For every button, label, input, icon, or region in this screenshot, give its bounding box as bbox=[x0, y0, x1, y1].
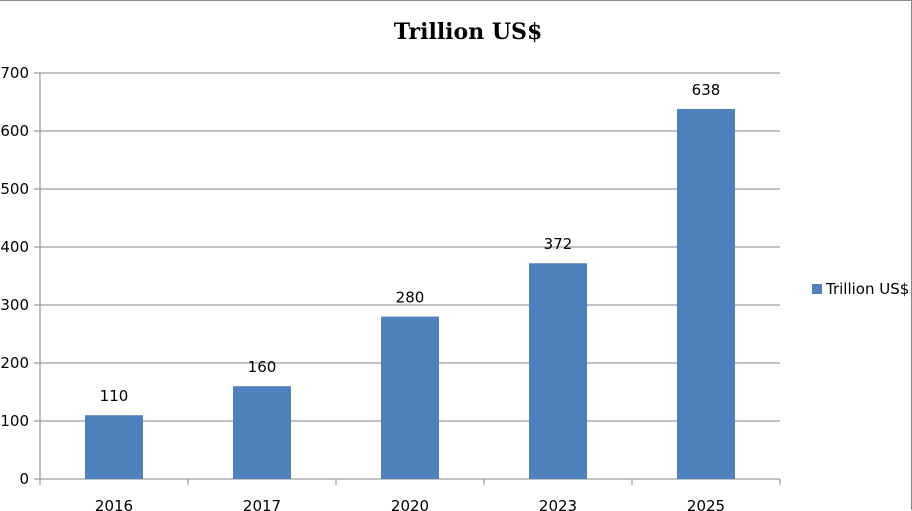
y-tick-label: 200 bbox=[0, 354, 29, 372]
x-tick-label: 2025 bbox=[687, 497, 725, 511]
y-tick-label: 600 bbox=[0, 122, 29, 140]
data-label: 280 bbox=[396, 289, 425, 307]
legend-label: Trillion US$ bbox=[825, 280, 909, 298]
y-tick-label: 400 bbox=[0, 238, 29, 256]
x-tick-label: 2020 bbox=[391, 497, 429, 511]
y-tick-label: 0 bbox=[19, 470, 29, 488]
bars bbox=[85, 108, 735, 480]
data-label: 638 bbox=[692, 81, 721, 99]
legend-swatch bbox=[812, 284, 822, 294]
data-label: 110 bbox=[100, 387, 129, 405]
x-tick-label: 2016 bbox=[95, 497, 133, 511]
data-label: 160 bbox=[248, 358, 277, 376]
chart-title: Trillion US$ bbox=[394, 19, 543, 45]
x-tick-label: 2017 bbox=[243, 497, 281, 511]
bar-2017 bbox=[233, 386, 291, 479]
y-tick-label: 700 bbox=[0, 64, 29, 82]
data-label: 372 bbox=[544, 235, 573, 253]
legend: Trillion US$ bbox=[812, 280, 909, 298]
y-tick-label: 300 bbox=[0, 296, 29, 314]
y-tick-label: 500 bbox=[0, 180, 29, 198]
labels: 0 100 200 300 400 500 600 700 110 2016 160 2017 280 2… bbox=[0, 64, 725, 511]
bar-2016 bbox=[85, 415, 143, 479]
bar-2020 bbox=[381, 316, 439, 479]
y-tick-label: 100 bbox=[0, 412, 29, 430]
bar-2023 bbox=[529, 263, 587, 479]
axes bbox=[39, 73, 781, 485]
x-tick-label: 2023 bbox=[539, 497, 577, 511]
bar-2025 bbox=[677, 108, 735, 480]
